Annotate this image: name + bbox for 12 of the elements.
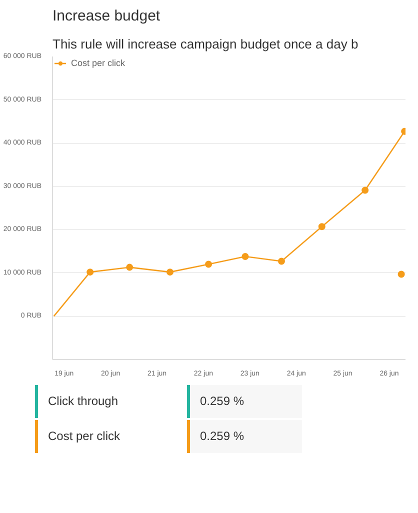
- point: [126, 264, 134, 271]
- point: [166, 268, 174, 276]
- chart-subtitle: This rule will increase campaign budget once a day b: [52, 36, 358, 52]
- point: [86, 268, 94, 276]
- text: Click through: [35, 385, 185, 418]
- legend-label: Cost per click: [71, 58, 126, 68]
- chart-title: Increase budget: [52, 8, 161, 24]
- point: [362, 186, 369, 194]
- text: 0.259 %: [187, 385, 302, 418]
- point: [205, 260, 212, 268]
- text: 0.259 %: [187, 420, 302, 454]
- text: Cost per click: [35, 420, 185, 454]
